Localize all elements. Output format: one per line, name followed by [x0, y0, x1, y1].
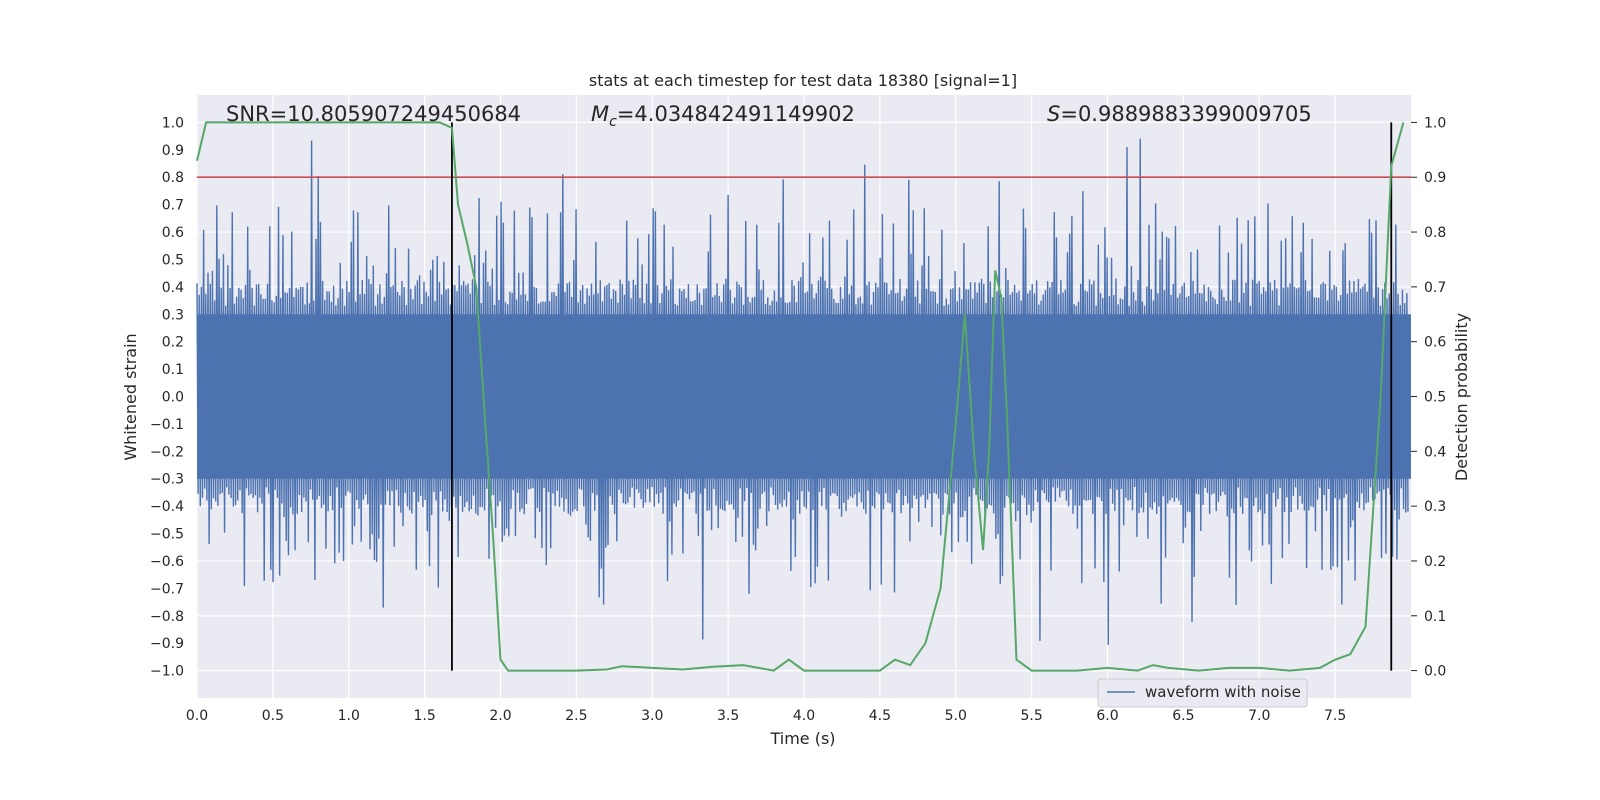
- mc-value: =4.034842491149902: [617, 102, 855, 126]
- x-tick-label: 4.0: [793, 708, 815, 724]
- x-tick-label: 7.5: [1324, 708, 1346, 724]
- left-y-tick-label: −0.1: [150, 417, 184, 433]
- left-y-tick-label: 0.3: [162, 307, 184, 323]
- x-tick-label: 5.0: [945, 708, 967, 724]
- left-y-axis-ticks: 1.0 0.9 0.8 0.7 0.6 0.5 0.4 0.3 0.2 0.1 0.0 −0.1 −0.…: [150, 115, 184, 679]
- x-tick-label: 4.5: [869, 708, 891, 724]
- waveform-series: [196, 138, 1411, 646]
- left-y-tick-label: 0.0: [162, 390, 184, 406]
- left-y-tick-label: 1.0: [162, 115, 184, 131]
- probability-line: [196, 121, 1405, 672]
- right-y-axis-label: Detection probability: [1452, 313, 1471, 481]
- left-y-tick-label: 0.9: [162, 143, 184, 159]
- left-y-tick-label: 0.4: [162, 280, 184, 296]
- chart-title: stats at each timestep for test data 183…: [589, 71, 1017, 90]
- x-tick-label: 6.5: [1172, 708, 1194, 724]
- x-tick-label: 2.0: [489, 708, 511, 724]
- mc-subscript: c: [609, 114, 617, 130]
- legend: waveform with noise: [1097, 678, 1308, 708]
- probability-layer: [196, 121, 1405, 672]
- right-y-tick-label: 0.8: [1424, 225, 1446, 241]
- x-tick-label: 3.5: [717, 708, 739, 724]
- vertical-markers: [451, 122, 1393, 671]
- right-y-tick-label: 0.1: [1424, 609, 1446, 625]
- right-y-tick-label: 0.3: [1424, 499, 1446, 515]
- left-y-tick-label: 0.2: [162, 335, 184, 351]
- x-axis-label: Time (s): [769, 729, 835, 748]
- mc-annotation: Mc=4.034842491149902: [591, 102, 855, 130]
- legend-label: waveform with noise: [1145, 683, 1301, 701]
- right-y-tick-label: 0.2: [1424, 554, 1446, 570]
- left-y-tick-label: −0.6: [150, 554, 184, 570]
- left-y-tick-label: −0.3: [150, 472, 184, 488]
- x-tick-label: 7.0: [1248, 708, 1270, 724]
- left-y-tick-label: 0.1: [162, 362, 184, 378]
- left-y-tick-label: 0.7: [162, 198, 184, 214]
- right-y-tick-label: 1.0: [1424, 115, 1446, 131]
- s-symbol: S: [1047, 102, 1060, 126]
- x-tick-label: 0.5: [262, 708, 284, 724]
- legend-box: [1097, 678, 1308, 708]
- left-y-tick-label: 0.6: [162, 225, 184, 241]
- x-tick-label: 6.0: [1096, 708, 1118, 724]
- s-value: =0.9889883399009705: [1060, 102, 1311, 126]
- right-y-tick-label: 0.9: [1424, 170, 1446, 186]
- left-y-tick-label: 0.5: [162, 252, 184, 268]
- left-y-tick-label: −0.5: [150, 527, 184, 543]
- right-y-tick-label: 0.4: [1424, 444, 1446, 460]
- right-y-tick-label: 0.7: [1424, 280, 1446, 296]
- x-tick-label: 0.0: [186, 708, 208, 724]
- right-y-axis-ticks: 1.0 0.9 0.8 0.7 0.6 0.5 0.4 0.3 0.2 0.1 0.0: [1411, 115, 1446, 680]
- left-y-axis-label: Whitened strain: [121, 333, 140, 460]
- x-tick-label: 1.0: [338, 708, 360, 724]
- s-annotation: S=0.9889883399009705: [1047, 102, 1312, 126]
- x-tick-label: 2.5: [565, 708, 587, 724]
- left-y-tick-label: 0.8: [162, 170, 184, 186]
- x-tick-label: 5.5: [1020, 708, 1042, 724]
- x-tick-label: 3.0: [641, 708, 663, 724]
- x-tick-label: 1.5: [413, 708, 435, 724]
- left-y-tick-label: −0.2: [150, 444, 184, 460]
- left-y-tick-label: −0.8: [150, 609, 184, 625]
- left-y-tick-label: −0.9: [150, 636, 184, 652]
- right-y-tick-label: 0.5: [1424, 390, 1446, 406]
- right-y-tick-label: 0.0: [1424, 664, 1446, 680]
- mc-symbol: M: [591, 102, 609, 126]
- waveform-band: [197, 314, 1411, 479]
- left-y-tick-label: −0.4: [150, 499, 184, 515]
- snr-annotation: SNR=10.805907249450684: [226, 102, 521, 126]
- left-y-tick-label: −1.0: [150, 664, 184, 680]
- right-y-tick-label: 0.6: [1424, 335, 1446, 351]
- x-axis-ticks: 0.0 0.5 1.0 1.5 2.0 2.5 3.0 3.5 4.0 4.5 5.0 5.5 6.0 6…: [186, 708, 1346, 724]
- left-y-tick-label: −0.7: [150, 581, 184, 597]
